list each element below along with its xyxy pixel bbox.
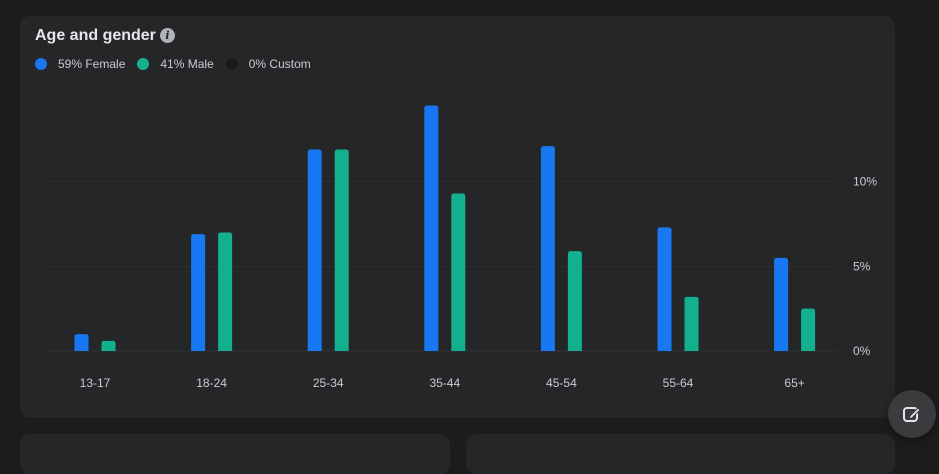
bar-male-65+[interactable] (801, 308, 816, 351)
legend-dot-custom (225, 58, 238, 70)
bar-base (567, 348, 582, 351)
x-tick-label: 25-34 (313, 376, 344, 390)
chart-legend: 59% Female 41% Male 0% Custom (35, 57, 323, 71)
bar-female-13-17[interactable] (74, 334, 89, 351)
x-tick-label: 13-17 (80, 376, 111, 390)
bar-base (101, 348, 116, 351)
compose-icon (903, 407, 921, 422)
card-title: Age and gender (35, 27, 156, 44)
bar-base (334, 348, 349, 351)
y-tick-label: 5% (853, 259, 871, 273)
bar-base (684, 348, 699, 351)
bar-base (74, 348, 89, 351)
bar-base (424, 348, 439, 351)
bar-female-18-24[interactable] (191, 234, 206, 351)
bottom-card-left (20, 434, 450, 474)
legend-dot-male (137, 58, 150, 70)
bar-male-35-44[interactable] (451, 193, 466, 351)
legend-item-male: 41% Male (137, 57, 214, 71)
x-tick-label: 45-54 (546, 376, 577, 390)
bar-base (218, 348, 233, 351)
bar-male-55-64[interactable] (684, 296, 699, 351)
y-tick-label: 10% (853, 175, 877, 189)
bar-base (801, 348, 816, 351)
bar-female-45-54[interactable] (540, 146, 555, 351)
bar-base (451, 348, 466, 351)
info-icon[interactable]: i (160, 28, 175, 43)
bar-base (540, 348, 555, 351)
bar-base (774, 348, 789, 351)
bottom-card-right (466, 434, 895, 474)
bar-male-25-34[interactable] (334, 149, 349, 351)
bar-base (307, 348, 322, 351)
bar-base (657, 348, 672, 351)
compose-button[interactable] (888, 390, 936, 438)
x-tick-label: 35-44 (429, 376, 460, 390)
bar-male-45-54[interactable] (567, 251, 582, 351)
bar-male-18-24[interactable] (218, 232, 233, 351)
bar-chart: 0% 5% 10% 13-17 18-24 25-34 35-44 45-54 55-64 65+ (47, 105, 877, 390)
bar-female-35-44[interactable] (424, 105, 439, 351)
y-tick-label: 0% (853, 344, 871, 358)
x-tick-label: 65+ (784, 376, 804, 390)
legend-item-female: 59% Female (35, 57, 125, 71)
x-tick-label: 18-24 (196, 376, 227, 390)
legend-label-female: 59% Female (58, 57, 126, 71)
bar-female-25-34[interactable] (307, 149, 322, 351)
legend-item-custom: 0% Custom (225, 57, 311, 71)
legend-dot-female (35, 58, 47, 70)
bar-base (191, 348, 206, 351)
bar-female-65+[interactable] (774, 257, 789, 351)
legend-label-custom: 0% Custom (248, 57, 311, 71)
age-gender-card: Age and gender i 59% Female 41% Male 0% … (20, 16, 895, 418)
x-tick-label: 55-64 (663, 376, 694, 390)
legend-label-male: 41% Male (160, 57, 214, 71)
bar-female-55-64[interactable] (657, 227, 672, 351)
